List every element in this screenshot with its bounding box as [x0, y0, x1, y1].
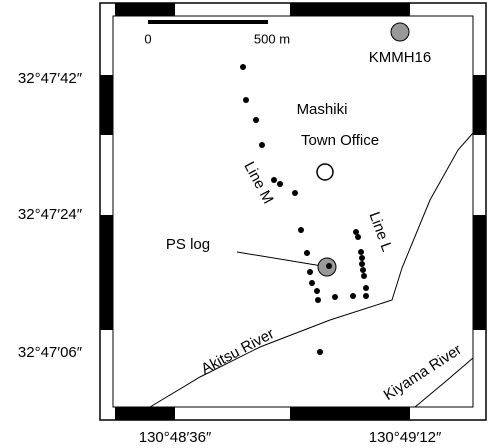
- survey-point: [315, 297, 321, 303]
- survey-point: [314, 288, 320, 294]
- survey-point: [253, 117, 259, 123]
- survey-point: [326, 263, 332, 269]
- longitude-label: 130°48′36″: [139, 429, 212, 446]
- latitude-label: 32°47′42″: [18, 70, 83, 87]
- latitude-label: 32°47′24″: [18, 206, 83, 223]
- survey-point: [277, 181, 283, 187]
- office-label: Mashiki: [297, 101, 348, 118]
- survey-point: [304, 250, 310, 256]
- station-marker: [390, 22, 410, 42]
- survey-point: [292, 190, 298, 196]
- longitude-label: 130°49′12″: [369, 429, 442, 446]
- latitude-label: 32°47′06″: [18, 344, 83, 361]
- survey-point: [360, 267, 366, 273]
- survey-point: [363, 285, 369, 291]
- akitsu-river: [149, 132, 474, 408]
- scale-start: 0: [144, 31, 151, 46]
- ps-log-pointer: [236, 251, 323, 267]
- survey-point: [361, 273, 367, 279]
- survey-point: [307, 269, 313, 275]
- ps-log-label: PS log: [166, 236, 210, 253]
- survey-point: [355, 234, 361, 240]
- station-label: KMMH16: [369, 49, 432, 66]
- survey-point: [359, 255, 365, 261]
- survey-point: [298, 227, 304, 233]
- survey-point: [259, 142, 265, 148]
- survey-point: [332, 294, 338, 300]
- survey-point: [271, 177, 277, 183]
- survey-point: [359, 261, 365, 267]
- scale-end: 500 m: [254, 31, 290, 46]
- kiyama-river: [414, 357, 474, 408]
- office-marker: [316, 163, 334, 181]
- survey-point: [317, 349, 323, 355]
- survey-point: [358, 249, 364, 255]
- survey-point: [309, 280, 315, 286]
- survey-point: [363, 293, 369, 299]
- border-ticks: [100, 3, 486, 420]
- frame: [99, 2, 487, 421]
- office-label: Town Office: [301, 132, 379, 149]
- survey-point: [243, 97, 249, 103]
- survey-point: [350, 293, 356, 299]
- survey-point: [353, 229, 359, 235]
- survey-point: [240, 64, 246, 70]
